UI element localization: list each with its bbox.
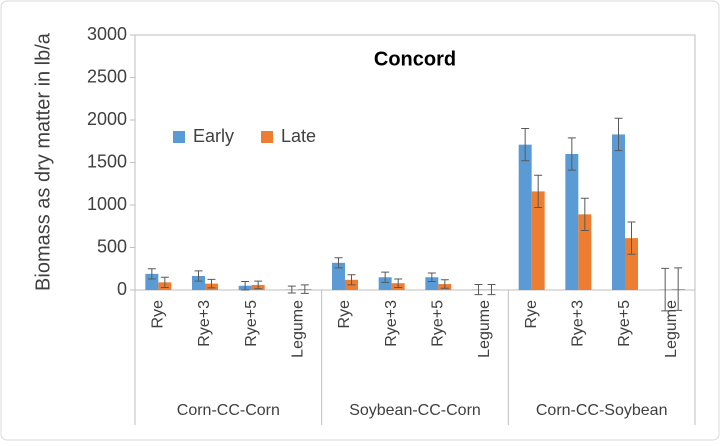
y-tick-label: 1000 (87, 194, 127, 214)
legend-label: Late (281, 126, 316, 146)
x-tick-label: Rye+5 (243, 300, 260, 347)
y-tick-label: 2500 (87, 66, 127, 86)
group-label: Soybean-CC-Corn (349, 402, 481, 419)
bar (612, 134, 625, 290)
x-tick-label: Legume (290, 300, 307, 358)
x-tick-label: Rye (523, 300, 540, 329)
x-tick-label: Rye+5 (616, 300, 633, 347)
group-label: Corn-CC-Soybean (536, 402, 668, 419)
x-tick-label: Rye (150, 300, 167, 329)
y-tick-label: 3000 (87, 24, 127, 44)
bar (565, 154, 578, 290)
x-tick-label: Rye+5 (430, 300, 447, 347)
x-tick-label: Rye (336, 300, 353, 329)
x-tick-label: Rye+3 (196, 300, 213, 347)
bar (519, 145, 532, 290)
legend-swatch (261, 131, 273, 143)
group-label: Corn-CC-Corn (177, 402, 280, 419)
y-tick-label: 0 (117, 279, 127, 299)
y-axis-title: Biomass as dry matter in lb/a (32, 32, 54, 291)
y-tick-label: 2000 (87, 109, 127, 129)
chart-title: Concord (374, 48, 456, 70)
x-tick-label: Legume (476, 300, 493, 358)
x-tick-label: Rye+3 (383, 300, 400, 347)
y-tick-label: 1500 (87, 151, 127, 171)
x-tick-label: Rye+3 (570, 300, 587, 347)
y-tick-label: 500 (97, 236, 127, 256)
legend-label: Early (193, 126, 234, 146)
legend-swatch (173, 131, 185, 143)
